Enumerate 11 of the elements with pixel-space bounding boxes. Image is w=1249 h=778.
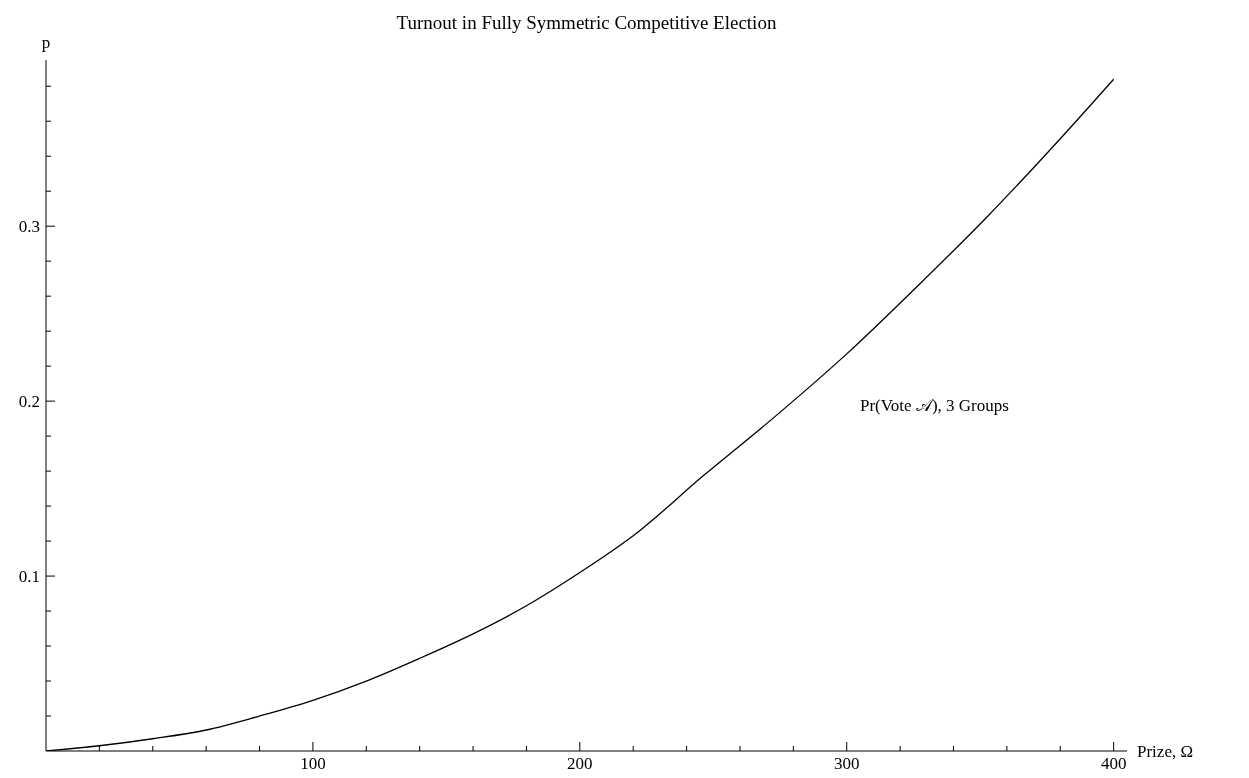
text: Pr(Vote 𝒜), 3 Groups xyxy=(860,396,1009,416)
x-tick-label: 200 xyxy=(567,754,593,773)
chart-title: Turnout in Fully Symmetric Competitive Election xyxy=(395,12,778,34)
x-tick-label: 400 xyxy=(1100,754,1127,773)
x-tick-label: 100 xyxy=(300,754,326,773)
y-tick-label: 0.2 xyxy=(18,391,40,411)
x-tick-label: 300 xyxy=(833,754,860,773)
y-axis-title: p xyxy=(41,33,51,52)
y-tick-label: 0.1 xyxy=(18,566,40,586)
y-tick-label: 0.3 xyxy=(18,216,40,236)
x-axis-title: Prize, Ω xyxy=(1137,741,1194,761)
